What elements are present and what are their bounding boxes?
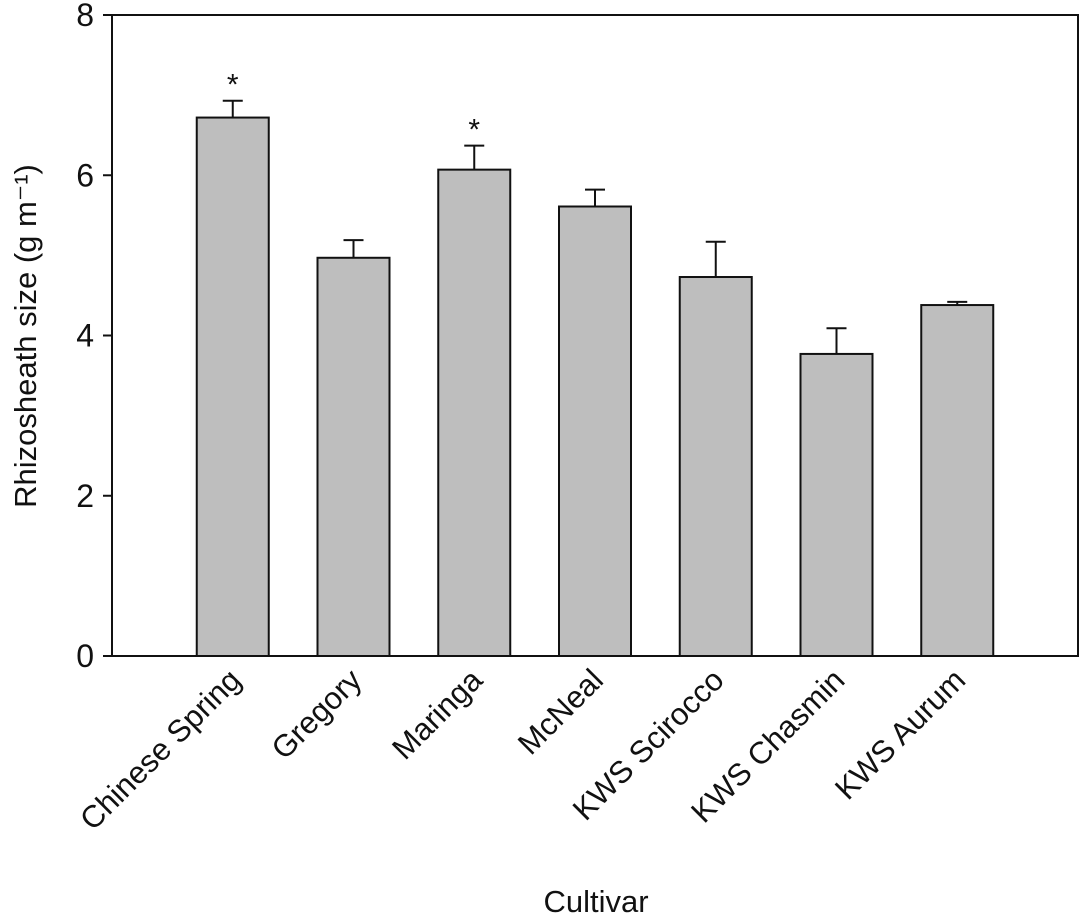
bar — [316, 256, 391, 657]
y-tick-label: 0 — [76, 638, 94, 674]
significance-mark: * — [468, 114, 480, 147]
y-tick-label: 2 — [76, 478, 94, 514]
bar — [799, 352, 874, 657]
significance-mark: * — [227, 69, 239, 102]
bar — [195, 116, 270, 657]
x-axis-label: Cultivar — [543, 884, 648, 919]
x-tick-label: Maringa — [385, 662, 489, 766]
x-tick-label: McNeal — [511, 662, 610, 761]
y-axis-label: Rhizosheath size (g m⁻¹) — [8, 164, 43, 508]
x-tick-label: Gregory — [265, 662, 369, 766]
y-tick-label: 4 — [76, 318, 94, 354]
x-tick-label: KWS Aurum — [828, 662, 972, 806]
bar — [920, 304, 995, 657]
bar — [558, 205, 632, 657]
y-tick-label: 8 — [76, 0, 94, 33]
bar — [437, 168, 512, 658]
y-tick-label: 6 — [76, 157, 94, 193]
x-tick-label: Chinese Spring — [73, 662, 248, 837]
bar — [678, 276, 753, 657]
